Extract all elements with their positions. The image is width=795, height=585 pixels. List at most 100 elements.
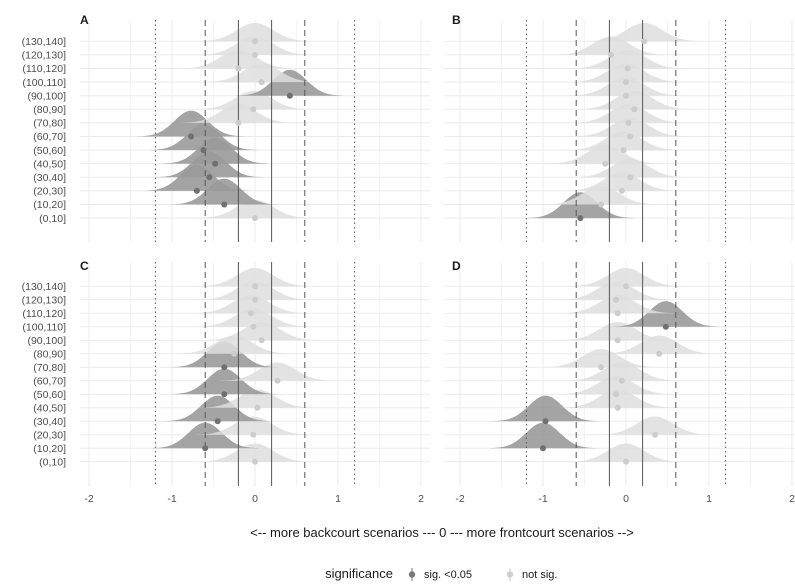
point-estimate xyxy=(221,201,228,208)
x-tick-label: 1 xyxy=(335,493,341,505)
density-ridge-110-120 xyxy=(569,50,687,69)
point-estimate xyxy=(247,310,254,317)
density-ridge-100-110 xyxy=(612,301,719,327)
y-tick-label: (130,140] xyxy=(22,281,66,293)
density-ridge-20-30 xyxy=(596,416,714,435)
y-tick-label: (30,40] xyxy=(33,172,66,184)
density-ridge-120-130 xyxy=(552,36,670,55)
y-tick-label: (90,100] xyxy=(27,90,66,102)
panel-title: B xyxy=(452,13,461,27)
point-estimate xyxy=(235,65,242,72)
density-ridge-50-60 xyxy=(557,376,675,395)
point-estimate xyxy=(235,119,242,126)
density-ridge-90-100 xyxy=(203,322,321,341)
legend-title: significance xyxy=(325,566,393,581)
point-estimate xyxy=(625,119,632,126)
y-tick-label: (100,110] xyxy=(22,77,66,89)
x-tick-label: -2 xyxy=(84,493,93,505)
y-tick-label: (110,120] xyxy=(22,308,66,320)
point-estimate xyxy=(254,404,261,411)
density-ridge-130-140 xyxy=(585,22,703,42)
density-ridge-40-50 xyxy=(559,389,677,408)
point-estimate xyxy=(613,391,620,398)
point-estimate xyxy=(202,445,209,452)
density-ridge-50-60 xyxy=(565,131,682,151)
y-tick-label: (40,50] xyxy=(33,158,66,170)
y-tick-label: (10,20] xyxy=(33,199,66,211)
point-estimate xyxy=(614,404,621,411)
density-ridge-90-100 xyxy=(559,322,677,341)
density-ridge-40-50 xyxy=(162,137,269,164)
density-ridge-0-10 xyxy=(527,192,634,219)
point-estimate xyxy=(623,79,629,86)
x-tick-label: 1 xyxy=(706,493,712,505)
density-ridge-130-140 xyxy=(567,268,685,287)
point-estimate xyxy=(252,458,258,465)
density-ridge-110-120 xyxy=(559,295,677,314)
x-tick-label: -2 xyxy=(455,493,464,505)
density-ridge-0-10 xyxy=(196,443,314,462)
density-ridge-130-140 xyxy=(196,22,314,42)
point-estimate xyxy=(613,296,620,303)
point-estimate xyxy=(577,215,584,222)
density-ridge-30-40 xyxy=(492,395,599,422)
density-ridge-120-130 xyxy=(196,281,314,300)
y-tick-label: (60,70] xyxy=(33,131,66,143)
density-ridge-50-60 xyxy=(171,368,278,395)
point-estimate xyxy=(221,391,228,398)
point-estimate xyxy=(286,92,293,99)
x-tick-label: 0 xyxy=(252,493,258,505)
y-tick-label: (50,60] xyxy=(33,145,66,157)
point-estimate xyxy=(250,323,257,330)
density-ridge-50-60 xyxy=(150,124,257,151)
y-tick-label: (60,70] xyxy=(33,375,66,387)
density-ridge-80-90 xyxy=(194,90,312,110)
panels: A(0,10](10,20](20,30](30,40](40,50](50,6… xyxy=(22,13,795,505)
point-estimate xyxy=(623,283,629,290)
density-ridge-90-100 xyxy=(567,77,685,96)
point-estimate xyxy=(614,337,621,344)
x-tick-label: 2 xyxy=(789,493,795,505)
legend-label-ns: not sig. xyxy=(522,569,557,581)
point-estimate xyxy=(252,51,258,58)
density-ridge-30-40 xyxy=(571,158,689,178)
density-ridge-10-20 xyxy=(171,178,278,205)
y-tick-label: (90,100] xyxy=(27,335,66,347)
y-tick-label: (20,30] xyxy=(33,186,66,198)
point-estimate xyxy=(662,323,669,330)
y-tick-label: (80,90] xyxy=(33,348,66,360)
density-ridge-30-40 xyxy=(164,395,271,422)
density-ridge-100-110 xyxy=(194,308,312,327)
point-estimate xyxy=(656,350,663,357)
point-estimate xyxy=(608,51,615,58)
panel-b: B xyxy=(444,13,795,242)
y-tick-label: (100,110] xyxy=(22,321,66,333)
point-estimate xyxy=(540,445,546,452)
y-tick-label: (120,130] xyxy=(22,50,66,62)
point-estimate xyxy=(623,92,629,99)
point-estimate xyxy=(250,431,257,438)
point-estimate xyxy=(627,133,634,140)
x-axis-title-group: <-- more backcourt scenarios --- 0 --- m… xyxy=(250,525,634,540)
density-ridge-40-50 xyxy=(199,389,316,408)
density-ridge-20-30 xyxy=(194,416,312,435)
density-ridge-20-30 xyxy=(563,172,681,191)
y-tick-label: (10,20] xyxy=(33,443,66,455)
density-ridge-60-70 xyxy=(219,362,336,381)
point-estimate xyxy=(258,337,265,344)
density-ridge-60-70 xyxy=(138,110,245,137)
point-estimate xyxy=(620,147,627,154)
y-tick-label: (70,80] xyxy=(33,118,66,130)
panel-c: C (0,10](10,20] (20,30](30,40] (40,50](50,6… xyxy=(22,259,430,486)
density-ridge-100-110 xyxy=(203,63,321,83)
density-ridge-100-110 xyxy=(567,63,685,83)
density-ridge-90-100 xyxy=(236,69,343,96)
density-ridge-120-130 xyxy=(557,281,675,300)
y-tick-label: (110,120] xyxy=(22,63,66,75)
density-ridge-20-30 xyxy=(143,165,250,191)
point-estimate xyxy=(598,364,605,371)
density-ridge-30-40 xyxy=(156,151,263,178)
x-tick-label: -1 xyxy=(538,493,547,505)
density-ridge-60-70 xyxy=(571,118,689,137)
density-ridge-80-90 xyxy=(175,335,293,354)
